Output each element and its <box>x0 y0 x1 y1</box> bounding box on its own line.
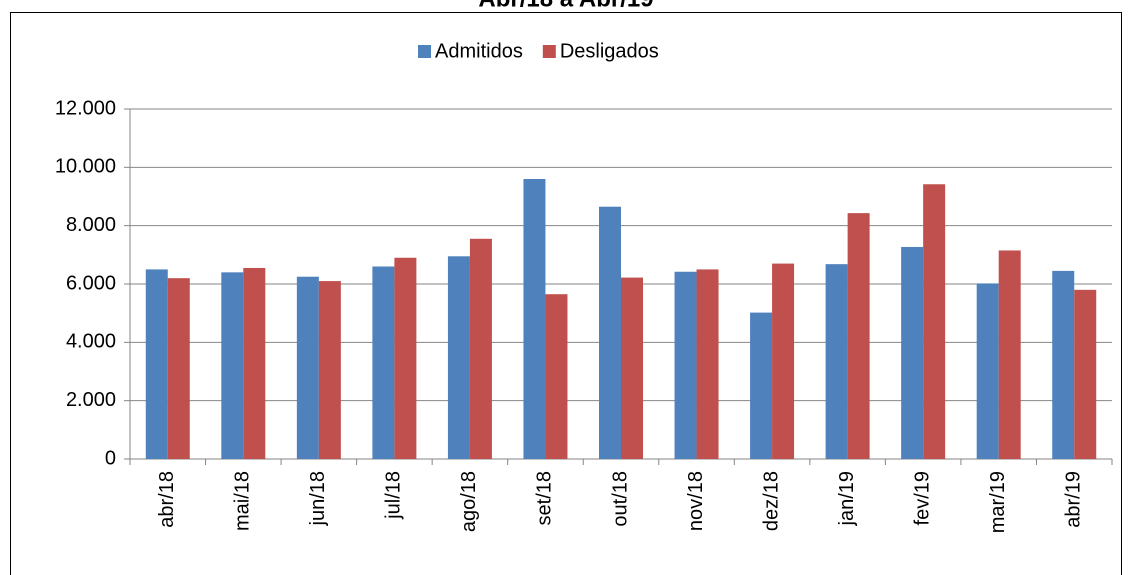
x-tick-label: dez/18 <box>760 471 782 531</box>
y-tick-label: 12.000 <box>55 97 116 119</box>
bar <box>750 312 773 459</box>
x-tick-label: set/18 <box>534 471 556 525</box>
bar <box>318 281 341 459</box>
bar <box>372 266 395 459</box>
x-tick-label: jan/19 <box>836 471 858 527</box>
bar <box>772 263 795 459</box>
y-tick-label: 4.000 <box>66 331 116 353</box>
legend-swatch <box>542 45 556 58</box>
x-tick-label: ago/18 <box>458 471 480 532</box>
legend-swatch <box>418 45 431 58</box>
legend-label: Desligados <box>560 40 659 62</box>
x-tick-label: jul/18 <box>383 471 405 520</box>
x-tick-label: out/18 <box>609 471 631 527</box>
bar <box>296 276 319 459</box>
bar <box>221 272 244 459</box>
bar <box>825 264 848 459</box>
y-tick-label: 8.000 <box>66 214 116 236</box>
y-tick-label: 2.000 <box>66 389 116 411</box>
bar <box>145 269 168 459</box>
bar <box>621 277 643 459</box>
x-tick-label: mai/18 <box>232 471 254 531</box>
bar <box>847 213 870 459</box>
x-tick-label: fev/19 <box>911 471 933 525</box>
x-tick-label: abr/19 <box>1063 471 1085 528</box>
legend-label: Admitidos <box>435 40 523 62</box>
bar <box>394 257 417 459</box>
bar <box>696 269 719 459</box>
y-tick-label: 6.000 <box>66 272 116 294</box>
x-tick-label: abr/18 <box>156 471 178 528</box>
x-tick-label: nov/18 <box>685 471 707 531</box>
bar <box>998 250 1021 459</box>
bar <box>1052 270 1075 459</box>
bar <box>243 267 266 459</box>
chart-title: Abr/18 a Abr/19 <box>478 0 653 12</box>
bar <box>901 246 924 459</box>
bar <box>469 238 492 459</box>
x-tick-label: mar/19 <box>987 471 1009 533</box>
bar <box>674 271 697 459</box>
bar <box>976 283 999 459</box>
bar <box>545 294 568 459</box>
bar <box>167 278 190 459</box>
y-tick-label: 10.000 <box>55 156 116 178</box>
bar <box>1074 289 1097 459</box>
bar <box>923 184 946 459</box>
bar <box>523 179 546 459</box>
x-tick-label: jun/18 <box>307 471 329 527</box>
y-tick-label: 0 <box>105 447 116 469</box>
bar <box>447 256 470 459</box>
bar <box>599 206 621 459</box>
